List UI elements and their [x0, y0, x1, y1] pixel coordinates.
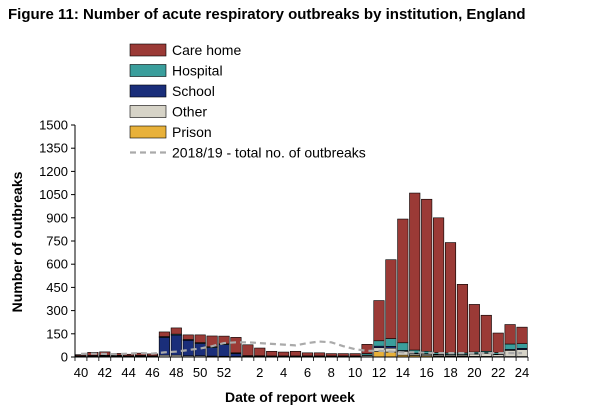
y-tick-label: 900: [46, 210, 68, 225]
y-tick-label: 150: [46, 326, 68, 341]
bar-other-20: [468, 353, 480, 357]
bar-care-home-10: [349, 353, 361, 357]
bar-care-home-53: [230, 337, 242, 354]
bar-care-home-44: [123, 353, 135, 357]
bar-hospital-13: [385, 338, 397, 347]
bar-prison-12: [373, 351, 385, 358]
x-tick-label: 24: [515, 365, 529, 380]
y-tick-label: 1500: [39, 118, 68, 133]
legend-swatch-hospital: [129, 64, 167, 77]
bar-school-51: [206, 347, 218, 357]
x-tick-label: 10: [348, 365, 362, 380]
y-tick-label: 0: [61, 350, 68, 365]
y-tick-label: 300: [46, 303, 68, 318]
bar-care-home-4: [278, 351, 290, 357]
x-tick-label: 16: [419, 365, 433, 380]
bar-care-home-22: [492, 332, 504, 353]
bar-care-home-21: [480, 314, 492, 352]
legend-swatch-prison: [129, 125, 167, 139]
legend: Care home Hospital School Other Prison 2018/1…: [129, 42, 366, 161]
bar-care-home-13: [385, 259, 397, 339]
bar-care-home-3: [266, 350, 278, 357]
bar-care-home-50: [194, 334, 206, 343]
y-tick-label: 1200: [39, 164, 68, 179]
legend-swatch-other: [129, 105, 167, 118]
x-tick-label: 46: [145, 365, 159, 380]
bar-care-home-11: [361, 344, 373, 354]
x-tick-label: 20: [467, 365, 481, 380]
x-tick-label: 2: [256, 365, 263, 380]
bar-care-home-49: [182, 334, 194, 340]
bar-hospital-24: [516, 343, 528, 349]
bar-care-home-19: [456, 284, 468, 354]
bar-hospital-12: [373, 340, 385, 347]
bar-care-home-1: [242, 344, 254, 356]
bar-care-home-15: [409, 192, 421, 351]
bar-care-home-14: [397, 218, 409, 344]
legend-label-school: School: [172, 83, 215, 99]
legend-label-other: Other: [172, 104, 207, 120]
x-tick-label: 8: [328, 365, 335, 380]
x-tick-label: 44: [121, 365, 135, 380]
x-tick-label: 6: [304, 365, 311, 380]
bar-care-home-48: [170, 327, 182, 335]
x-tick-label: 18: [443, 365, 457, 380]
bar-care-home-7: [313, 352, 325, 357]
bar-care-home-18: [444, 242, 457, 354]
bar-care-home-6: [301, 352, 314, 357]
dashed-line-layer: [80, 340, 523, 356]
bar-care-home-12: [373, 300, 385, 342]
y-axis-title: Number of outbreaks: [9, 171, 25, 312]
bar-care-home-24: [516, 326, 528, 344]
x-tick-label: 4: [280, 365, 287, 380]
legend-label-2018-19-total-no-of-outbreaks: 2018/19 - total no. of outbreaks: [172, 145, 366, 161]
bar-care-home-47: [158, 331, 170, 337]
x-tick-label: 42: [98, 365, 112, 380]
x-tick-label: 40: [74, 365, 88, 380]
dashed-line-2018-19-total: [80, 340, 523, 356]
bar-care-home-5: [289, 350, 302, 357]
x-tick-label: 12: [372, 365, 386, 380]
bar-hospital-23: [504, 343, 516, 350]
x-tick-label: 48: [169, 365, 183, 380]
x-axis-title: Date of report week: [225, 389, 355, 405]
bar-school-49: [182, 339, 194, 357]
legend-label-hospital: Hospital: [172, 63, 223, 79]
legend-swatch-school: [129, 84, 167, 98]
bar-care-home-9: [337, 353, 349, 357]
bar-care-home-17: [433, 217, 445, 353]
x-tick-label: 52: [217, 365, 231, 380]
x-tick-label: 14: [396, 365, 410, 380]
y-tick-label: 450: [46, 280, 68, 295]
y-tick-label: 600: [46, 257, 68, 272]
y-tick-label: 750: [46, 234, 68, 249]
bar-school-53: [230, 353, 242, 357]
y-tick-label: 1050: [39, 187, 68, 202]
bar-care-home-8: [325, 353, 337, 357]
x-tick-label: 50: [193, 365, 207, 380]
bar-hospital-14: [397, 342, 409, 351]
x-tick-label: 22: [491, 365, 505, 380]
bar-care-home-23: [504, 324, 516, 345]
legend-swatch-care-home: [129, 43, 167, 57]
bars-layer: [75, 192, 528, 358]
chart-title: Figure 11: Number of acute respiratory o…: [8, 6, 526, 23]
legend-label-care-home: Care home: [172, 42, 241, 58]
bar-care-home-2: [254, 347, 266, 357]
bar-care-home-40: [75, 354, 87, 356]
bar-school-52: [218, 344, 230, 357]
bar-care-home-16: [421, 198, 433, 352]
bar-care-home-20: [468, 304, 480, 353]
bar-prison-13: [385, 351, 397, 358]
legend-label-prison: Prison: [172, 124, 212, 140]
y-tick-label: 1350: [39, 141, 68, 156]
